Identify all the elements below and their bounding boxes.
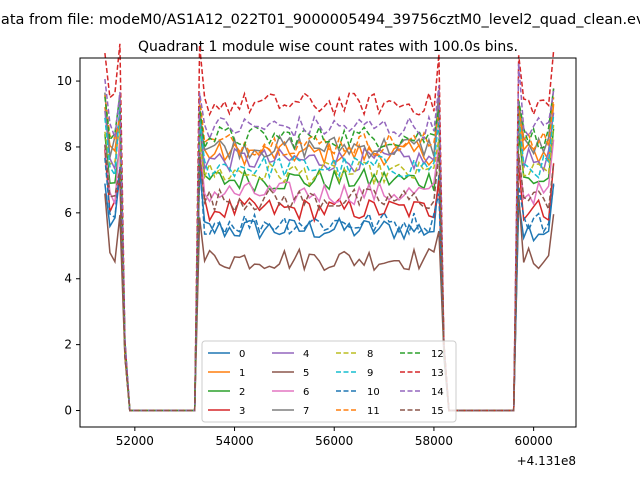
legend-frame	[201, 340, 457, 423]
legend-label: 4	[303, 349, 309, 360]
legend-label: 12	[431, 349, 444, 360]
legend-label: 7	[303, 406, 309, 417]
legend-label: 8	[367, 349, 373, 360]
legend-label: 3	[239, 406, 245, 417]
series-line-15	[104, 145, 555, 412]
series-line-13	[104, 43, 555, 412]
plot-lines	[104, 43, 555, 412]
x-tick-label: 52000	[116, 434, 154, 448]
legend-label: 1	[239, 368, 245, 379]
y-tick-label: 2	[64, 338, 72, 352]
legend-label: 2	[239, 387, 245, 398]
legend-label: 9	[367, 368, 373, 379]
y-tick-label: 6	[64, 206, 72, 220]
legend-label: 15	[431, 406, 444, 417]
axes-frame	[79, 57, 577, 428]
legend-label: 13	[431, 368, 444, 379]
legend-label: 5	[303, 368, 309, 379]
x-tick-label: 56000	[315, 434, 353, 448]
x-tick-label: 54000	[215, 434, 253, 448]
legend-label: 0	[239, 349, 245, 360]
x-offset-label: +4.131e8	[517, 454, 576, 468]
figure-suptitle: Data from file: modeM0/AS1A12_022T01_900…	[0, 12, 640, 28]
chart-title: Quadrant 1 module wise count rates with …	[138, 39, 518, 55]
legend-label: 11	[367, 406, 380, 417]
x-tick-label: 60000	[515, 434, 553, 448]
y-tick-label: 10	[57, 74, 72, 88]
y-tick-label: 0	[64, 404, 72, 418]
legend-label: 10	[367, 387, 380, 398]
series-line-12	[104, 88, 555, 412]
x-tick-label: 58000	[415, 434, 453, 448]
series-line-9	[104, 106, 555, 412]
y-tick-label: 4	[64, 272, 72, 286]
y-tick-label: 8	[64, 140, 72, 154]
legend-label: 6	[303, 387, 309, 398]
legend-label: 14	[431, 387, 444, 398]
